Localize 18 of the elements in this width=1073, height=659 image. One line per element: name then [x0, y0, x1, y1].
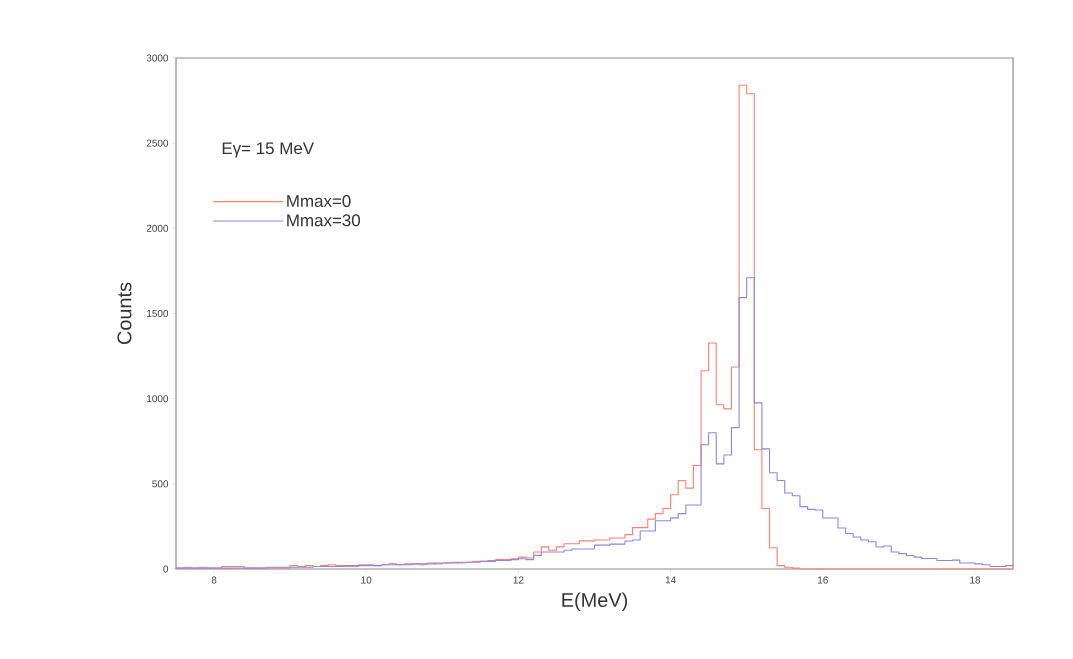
- x-tick-label: 8: [211, 576, 217, 584]
- y-tick-label: 1500: [147, 309, 169, 318]
- y-axis-title: Counts: [117, 282, 132, 345]
- legend-label: Mmax=0: [287, 195, 351, 208]
- y-tick-label: 2500: [146, 139, 169, 147]
- x-tick-label: 12: [513, 576, 524, 584]
- y-tick-label: 1000: [147, 395, 169, 403]
- y-tick-label: 0: [163, 565, 169, 573]
- x-tick-label: 16: [818, 576, 828, 584]
- annotation: Eγ= 15 MeV: [222, 142, 315, 158]
- legend-label: Mmax=30: [287, 214, 361, 227]
- x-tick-label: 18: [970, 576, 981, 584]
- x-axis-title: E(MeV): [562, 592, 628, 611]
- y-tick-label: 2000: [146, 224, 169, 232]
- x-tick-label: 10: [361, 576, 372, 584]
- y-tick-label: 3000: [146, 54, 169, 62]
- x-tick-label: 14: [665, 576, 676, 584]
- y-tick-label: 500: [152, 480, 169, 488]
